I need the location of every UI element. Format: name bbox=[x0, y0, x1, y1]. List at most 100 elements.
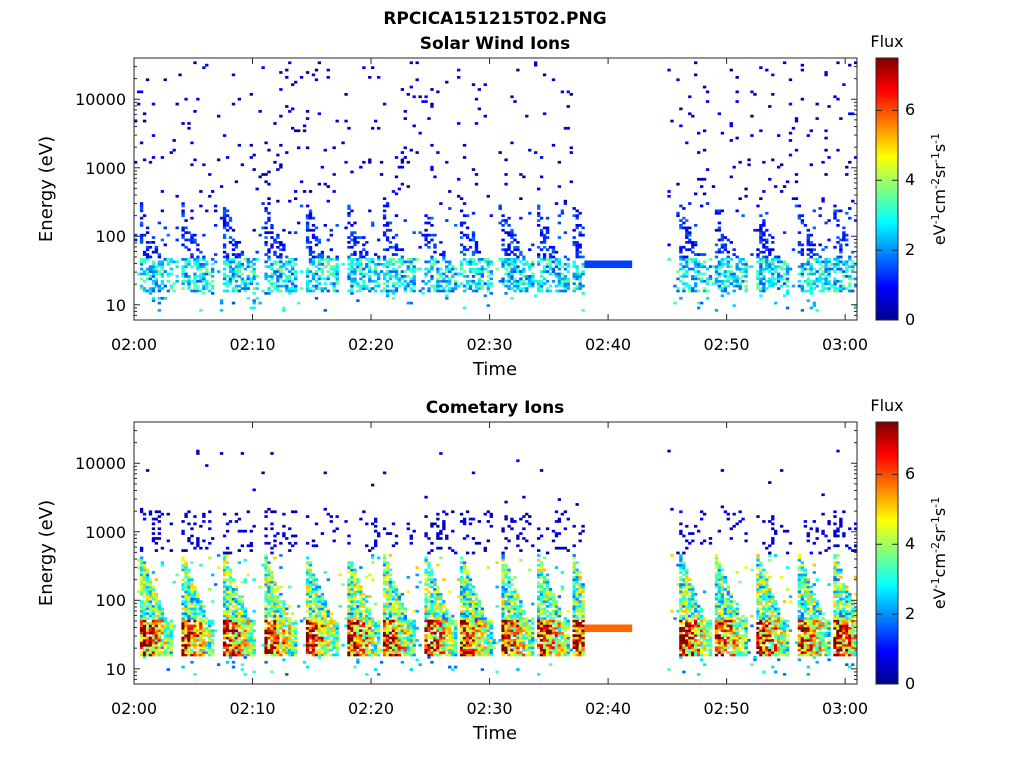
heatmap-cell bbox=[824, 275, 828, 278]
heatmap-cell bbox=[507, 216, 511, 220]
heatmap-cell bbox=[267, 211, 271, 215]
heatmap-cell bbox=[412, 95, 416, 99]
heatmap-cell bbox=[320, 643, 325, 647]
heatmap-cell bbox=[311, 622, 316, 625]
heatmap-cell bbox=[501, 219, 505, 222]
heatmap-cell bbox=[700, 279, 704, 283]
heatmap-cell bbox=[291, 626, 295, 630]
heatmap-cell bbox=[685, 275, 689, 278]
heatmap-cell bbox=[768, 262, 772, 266]
heatmap-cell bbox=[166, 639, 170, 642]
heatmap-cell bbox=[193, 275, 197, 278]
heatmap-cell bbox=[267, 597, 271, 601]
heatmap-cell bbox=[542, 255, 547, 259]
heatmap-cell bbox=[181, 226, 185, 230]
heatmap-cell bbox=[575, 277, 579, 281]
heatmap-cell bbox=[433, 612, 437, 616]
heatmap-cell bbox=[409, 619, 413, 623]
heatmap-cell bbox=[833, 211, 837, 215]
heatmap-cell bbox=[335, 626, 339, 630]
heatmap-cell bbox=[679, 204, 683, 208]
heatmap-cell bbox=[181, 279, 185, 283]
heatmap-cell bbox=[190, 626, 194, 630]
heatmap-cell bbox=[279, 284, 283, 288]
heatmap-cell bbox=[489, 262, 493, 266]
heatmap-cell bbox=[528, 279, 532, 283]
heatmap-cell bbox=[139, 556, 144, 560]
heatmap-cell bbox=[415, 151, 419, 154]
heatmap-cell bbox=[474, 272, 479, 276]
heatmap-cell bbox=[329, 629, 333, 633]
heatmap-cell bbox=[486, 258, 490, 261]
heatmap-cell bbox=[374, 544, 378, 548]
heatmap-cell bbox=[436, 624, 440, 628]
heatmap-cell bbox=[359, 289, 363, 293]
heatmap-cell bbox=[222, 563, 227, 567]
heatmap-cell bbox=[294, 631, 298, 635]
heatmap-cell bbox=[788, 78, 793, 82]
heatmap-cell bbox=[409, 301, 413, 305]
heatmap-cell bbox=[276, 614, 280, 618]
heatmap-cell bbox=[391, 648, 396, 652]
heatmap-cell bbox=[809, 265, 813, 269]
heatmap-cell bbox=[187, 126, 191, 130]
heatmap-cell bbox=[255, 187, 259, 191]
heatmap-cell bbox=[208, 272, 212, 276]
heatmap-cell bbox=[851, 112, 855, 116]
heatmap-cell bbox=[273, 260, 277, 264]
heatmap-cell bbox=[780, 284, 784, 288]
heatmap-cell bbox=[688, 284, 692, 288]
heatmap-cell bbox=[818, 207, 822, 210]
heatmap-cell bbox=[151, 270, 156, 273]
heatmap-cell bbox=[842, 270, 846, 273]
heatmap-cell bbox=[142, 573, 147, 577]
heatmap-cell bbox=[273, 580, 277, 584]
heatmap-cell bbox=[184, 279, 188, 283]
heatmap-cell bbox=[240, 600, 245, 603]
heatmap-cell bbox=[246, 639, 250, 642]
heatmap-cell bbox=[181, 529, 185, 533]
heatmap-cell bbox=[193, 260, 197, 264]
heatmap-cell bbox=[225, 255, 230, 259]
heatmap-cell bbox=[548, 272, 553, 276]
heatmap-cell bbox=[723, 272, 728, 276]
heatmap-cell bbox=[688, 202, 692, 205]
heatmap-cell bbox=[842, 284, 846, 288]
heatmap-cell bbox=[708, 277, 713, 281]
heatmap-cell bbox=[222, 634, 227, 637]
heatmap-cell bbox=[759, 289, 763, 293]
heatmap-cell bbox=[326, 255, 330, 259]
heatmap-cell bbox=[382, 556, 387, 560]
heatmap-cell bbox=[400, 648, 405, 652]
heatmap-cell bbox=[483, 282, 487, 286]
heatmap-cell bbox=[560, 209, 565, 213]
heatmap-cell bbox=[353, 585, 357, 589]
heatmap-cell bbox=[513, 260, 517, 264]
heatmap-cell bbox=[190, 209, 194, 213]
heatmap-cell bbox=[702, 279, 707, 283]
heatmap-cell bbox=[501, 214, 505, 218]
heatmap-cell bbox=[157, 648, 162, 652]
heatmap-cell bbox=[276, 643, 280, 647]
heatmap-cell bbox=[353, 631, 357, 635]
heatmap-cell bbox=[794, 197, 799, 201]
heatmap-cell bbox=[537, 253, 541, 256]
heatmap-cell bbox=[377, 556, 381, 560]
heatmap-cell bbox=[267, 578, 271, 582]
heatmap-cell bbox=[264, 563, 268, 567]
heatmap-cell bbox=[305, 270, 310, 273]
heatmap-cell bbox=[264, 575, 268, 579]
heatmap-cell bbox=[720, 245, 725, 249]
heatmap-cell bbox=[394, 282, 399, 286]
heatmap-cell bbox=[412, 275, 416, 278]
heatmap-cell bbox=[560, 279, 565, 283]
heatmap-cell bbox=[222, 551, 227, 555]
heatmap-cell bbox=[412, 626, 416, 630]
heatmap-cell bbox=[311, 289, 316, 293]
heatmap-cell bbox=[320, 624, 325, 628]
heatmap-cell bbox=[507, 224, 511, 227]
heatmap-cell bbox=[756, 272, 760, 276]
heatmap-cell bbox=[139, 653, 144, 657]
heatmap-cell bbox=[285, 68, 289, 72]
heatmap-cell bbox=[279, 275, 283, 278]
